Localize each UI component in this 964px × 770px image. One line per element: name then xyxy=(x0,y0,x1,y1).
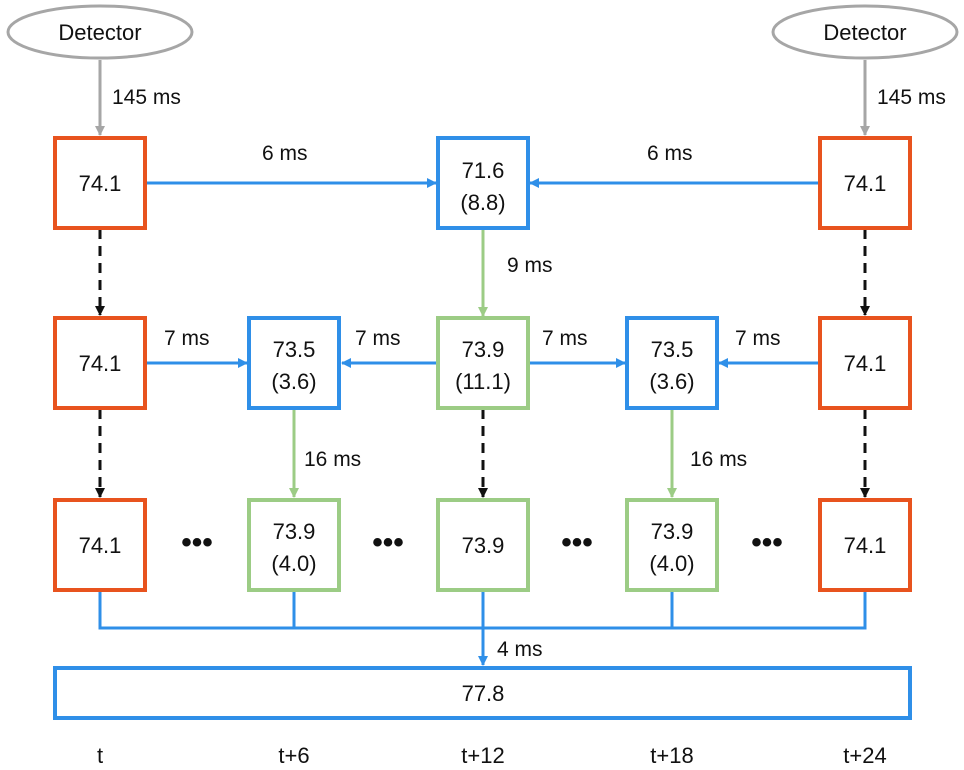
box-r2c3: 73.9 (11.1) xyxy=(436,316,530,410)
box-r2c2-value: 73.5 xyxy=(273,337,316,362)
box-r2c3-sub: (11.1) xyxy=(455,369,511,394)
box-r2c4: 73.5 (3.6) xyxy=(625,316,719,410)
box-r2c1: 74.1 xyxy=(53,316,147,410)
box-r3c4-value: 73.9 xyxy=(651,519,694,544)
timing-r2-down-right: 16 ms xyxy=(690,448,747,471)
box-r3c5-value: 74.1 xyxy=(844,533,887,558)
box-r1c3-sub: (8.8) xyxy=(460,190,505,215)
timing-r1-left: 6 ms xyxy=(262,142,308,165)
time-label-t: t xyxy=(97,743,103,768)
box-r1c5-value: 74.1 xyxy=(844,171,887,196)
box-r3c4-sub: (4.0) xyxy=(649,551,694,576)
box-r3c3-value: 73.9 xyxy=(462,533,505,558)
box-r3c2: 73.9 (4.0) xyxy=(247,498,341,592)
ellipsis-1: ••• xyxy=(181,526,213,559)
detector-right: Detector xyxy=(771,4,959,60)
box-r2c5: 74.1 xyxy=(818,316,912,410)
timing-detector-right: 145 ms xyxy=(877,86,946,109)
timing-r1-down: 9 ms xyxy=(507,254,553,277)
ellipsis-2: ••• xyxy=(372,526,404,559)
timing-detector-left: 145 ms xyxy=(112,86,181,109)
timing-r2-down-left: 16 ms xyxy=(304,448,361,471)
box-r3c2-sub: (4.0) xyxy=(271,551,316,576)
timing-r2-c: 7 ms xyxy=(542,327,588,350)
ellipsis-4: ••• xyxy=(751,526,783,559)
aggregation-bus xyxy=(98,591,867,666)
timing-r2-a: 7 ms xyxy=(164,327,210,350)
box-r1c3-value: 71.6 xyxy=(462,158,505,183)
detector-left-label: Detector xyxy=(58,20,141,45)
time-label-t6: t+6 xyxy=(278,743,309,768)
box-r1c1-value: 74.1 xyxy=(79,171,122,196)
time-label-t24: t+24 xyxy=(843,743,886,768)
box-r3c3: 73.9 xyxy=(436,498,530,592)
box-r2c3-value: 73.9 xyxy=(462,337,505,362)
box-r2c1-value: 74.1 xyxy=(79,351,122,376)
box-r3c1: 74.1 xyxy=(53,498,147,592)
box-r2c2: 73.5 (3.6) xyxy=(247,316,341,410)
box-result-value: 77.8 xyxy=(462,681,505,706)
box-r3c4: 73.9 (4.0) xyxy=(625,498,719,592)
box-r1c3: 71.6 (8.8) xyxy=(436,136,530,230)
time-label-t18: t+18 xyxy=(650,743,693,768)
timing-r1-right: 6 ms xyxy=(647,142,693,165)
box-r2c4-sub: (3.6) xyxy=(649,369,694,394)
box-r1c5: 74.1 xyxy=(818,136,912,230)
detector-left: Detector xyxy=(6,4,194,60)
box-result: 77.8 xyxy=(53,666,912,720)
timing-r2-d: 7 ms xyxy=(735,327,781,350)
timing-r2-b: 7 ms xyxy=(355,327,401,350)
box-r3c2-value: 73.9 xyxy=(273,519,316,544)
box-r2c5-value: 74.1 xyxy=(844,351,887,376)
box-r2c4-value: 73.5 xyxy=(651,337,694,362)
box-r3c5: 74.1 xyxy=(818,498,912,592)
time-label-t12: t+12 xyxy=(461,743,504,768)
box-r1c1: 74.1 xyxy=(53,136,147,230)
box-r2c2-sub: (3.6) xyxy=(271,369,316,394)
ellipsis-3: ••• xyxy=(561,526,593,559)
box-r3c1-value: 74.1 xyxy=(79,533,122,558)
detector-right-label: Detector xyxy=(823,20,906,45)
timing-aggregate: 4 ms xyxy=(497,638,543,661)
